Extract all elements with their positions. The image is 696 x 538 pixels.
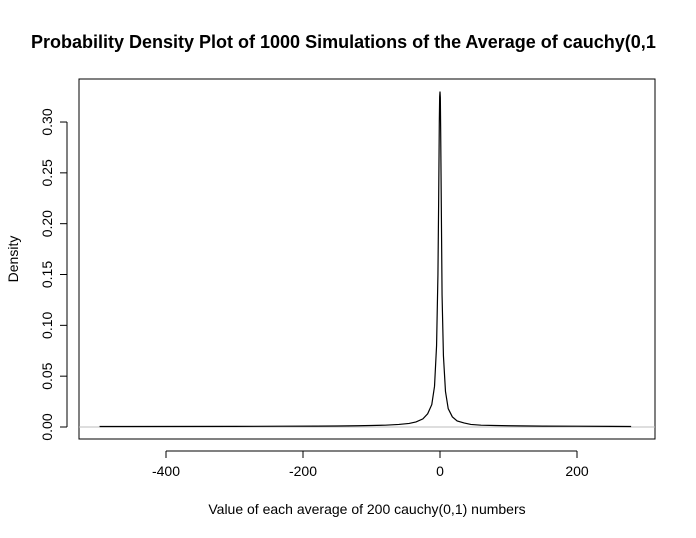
y-tick-label: 0.10	[39, 312, 55, 339]
x-tick-label: 0	[436, 463, 444, 479]
x-tick-label: -200	[289, 463, 317, 479]
y-tick-label: 0.05	[39, 362, 55, 389]
plot-frame	[78, 78, 656, 440]
density-curve	[99, 91, 632, 428]
x-tick-label: -400	[152, 463, 180, 479]
y-tick-label: 0.00	[39, 413, 55, 440]
y-axis: 0.00 0.05 0.10 0.15 0.20 0.25 0.30	[39, 108, 68, 441]
y-axis-label: Density	[5, 236, 21, 283]
y-tick-label: 0.20	[39, 210, 55, 237]
y-tick-label: 0.15	[39, 261, 55, 288]
chart-title: Probability Density Plot of 1000 Simulat…	[31, 32, 656, 52]
y-tick-label: 0.30	[39, 108, 55, 135]
x-tick-label: 200	[565, 463, 589, 479]
x-axis-label: Value of each average of 200 cauchy(0,1)…	[208, 501, 525, 517]
y-tick-label: 0.25	[39, 159, 55, 186]
x-axis: -400 -200 0 200	[152, 450, 589, 479]
